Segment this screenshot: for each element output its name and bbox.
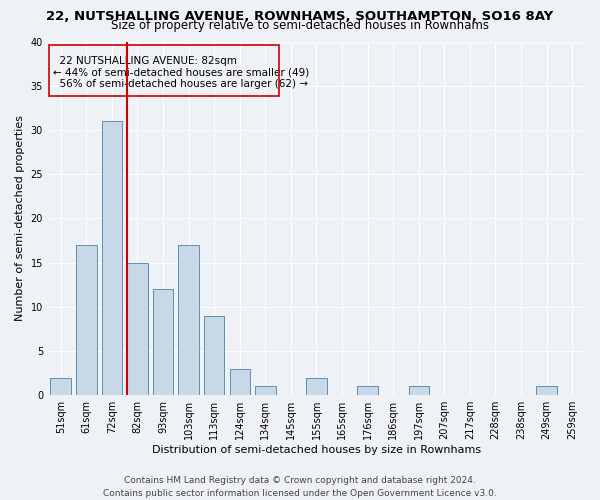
Bar (358, 386, 378, 395)
Bar (255, 386, 275, 395)
Text: 22, NUTSHALLING AVENUE, ROWNHAMS, SOUTHAMPTON, SO16 8AY: 22, NUTSHALLING AVENUE, ROWNHAMS, SOUTHA… (46, 10, 554, 23)
X-axis label: Distribution of semi-detached houses by size in Rownhams: Distribution of semi-detached houses by … (152, 445, 481, 455)
Bar (76, 245, 97, 395)
Bar (409, 386, 429, 395)
Bar (101, 121, 122, 395)
Bar (230, 368, 250, 395)
Bar (536, 386, 557, 395)
Text: ← 44% of semi-detached houses are smaller (49): ← 44% of semi-detached houses are smalle… (53, 67, 309, 77)
Y-axis label: Number of semi-detached properties: Number of semi-detached properties (15, 116, 25, 322)
Text: 56% of semi-detached houses are larger (62) →: 56% of semi-detached houses are larger (… (53, 78, 308, 88)
Bar (204, 316, 224, 395)
Bar (127, 262, 148, 395)
Text: 22 NUTSHALLING AVENUE: 82sqm: 22 NUTSHALLING AVENUE: 82sqm (53, 56, 237, 66)
Bar (50, 378, 71, 395)
Text: Contains HM Land Registry data © Crown copyright and database right 2024.
Contai: Contains HM Land Registry data © Crown c… (103, 476, 497, 498)
Bar (178, 245, 199, 395)
Text: Size of property relative to semi-detached houses in Rownhams: Size of property relative to semi-detach… (111, 19, 489, 32)
Bar (306, 378, 326, 395)
Bar (153, 289, 173, 395)
Bar (49, 45, 280, 96)
